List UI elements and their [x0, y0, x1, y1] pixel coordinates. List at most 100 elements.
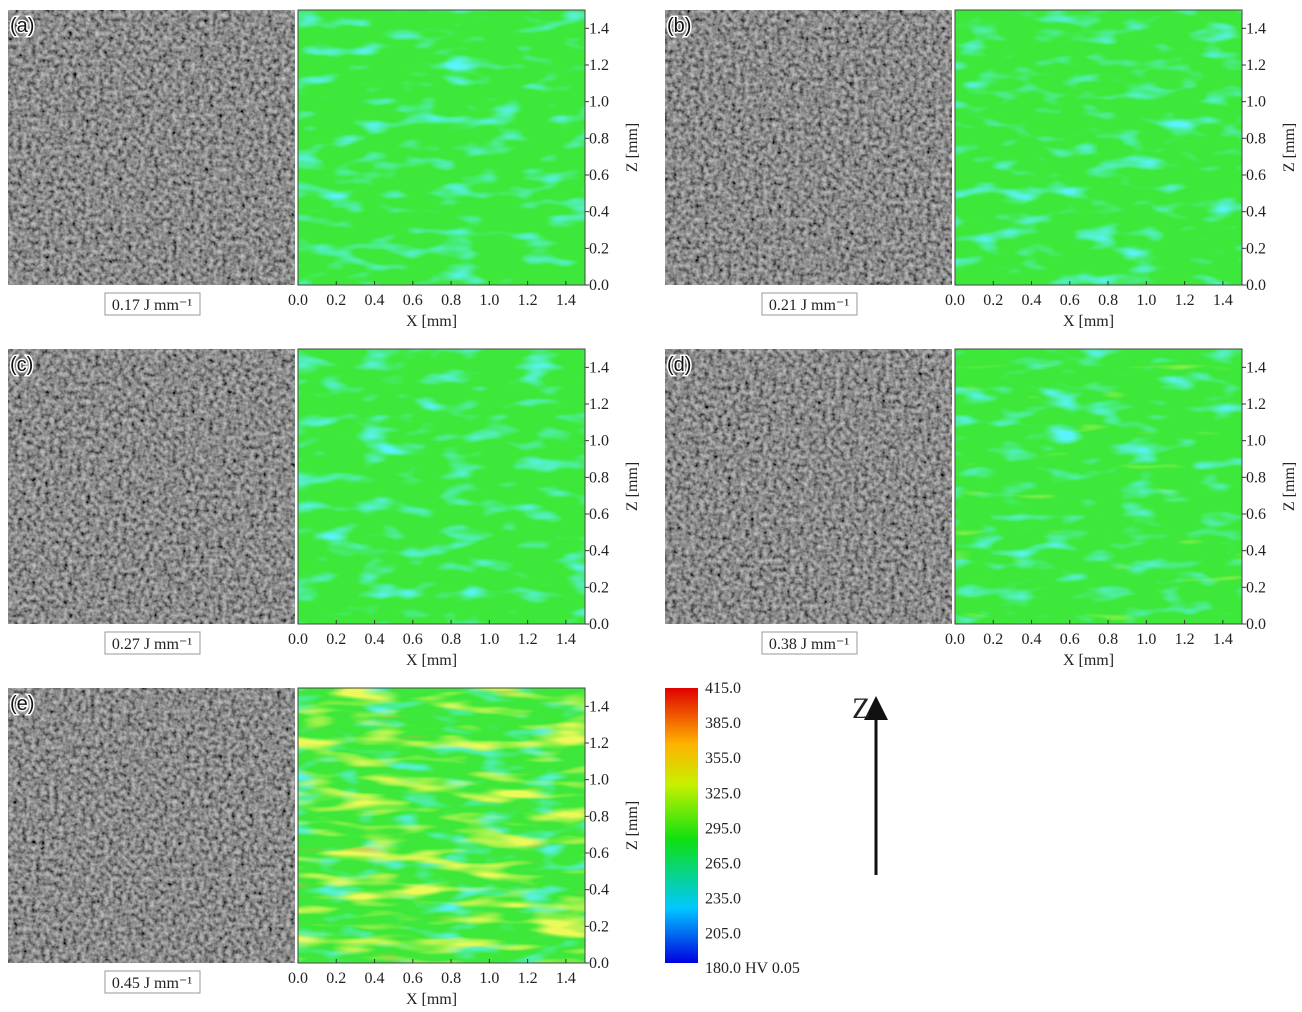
- map-frame: [297, 687, 586, 964]
- z-tick-label: 0.0: [1246, 616, 1266, 633]
- x-tick-label: 0.8: [1098, 631, 1118, 648]
- z-tick-label: 1.0: [589, 94, 609, 111]
- z-axis-label: Z [mm]: [624, 462, 641, 511]
- x-tick-label: 1.4: [556, 292, 576, 309]
- x-tick-label: 1.4: [556, 631, 576, 648]
- hardness-map: [954, 348, 1243, 625]
- x-tick-label: 0.2: [983, 292, 1003, 309]
- x-tick-label: 1.2: [518, 970, 538, 987]
- z-tick-label: 1.4: [1246, 20, 1266, 37]
- x-tick-label: 0.0: [288, 631, 308, 648]
- z-tick-label: 1.0: [589, 433, 609, 450]
- x-tick-label: 0.6: [1060, 292, 1080, 309]
- x-tick-label: 1.0: [479, 631, 499, 648]
- colorbar-tick-label: 385.0: [705, 715, 741, 732]
- energy-label: 0.21 J mm⁻¹: [769, 297, 850, 314]
- x-axis-label: X [mm]: [1063, 652, 1114, 669]
- z-tick-label: 0.2: [1246, 240, 1266, 257]
- z-tick-label: 1.0: [589, 772, 609, 789]
- map-high: [298, 349, 585, 624]
- x-tick-label: 0.6: [1060, 631, 1080, 648]
- x-tick-label: 1.4: [556, 970, 576, 987]
- panel-label: (d): [667, 354, 691, 376]
- z-tick-label: 1.4: [589, 359, 609, 376]
- colorbar-tick-label: 295.0: [705, 820, 741, 837]
- map-frame: [297, 9, 586, 286]
- energy-box: [761, 631, 858, 655]
- x-tick-label: 0.6: [403, 631, 423, 648]
- x-axis-label: X [mm]: [1063, 313, 1114, 330]
- z-tick-label: 0.8: [1246, 130, 1266, 147]
- z-tick-label: 0.2: [1246, 579, 1266, 596]
- micrograph: [8, 349, 295, 624]
- z-tick-label: 1.4: [589, 20, 609, 37]
- z-tick-label: 0.6: [589, 167, 609, 184]
- hardness-map: [297, 9, 586, 286]
- x-tick-label: 0.8: [441, 970, 461, 987]
- colorbar-tick-label: 415.0: [705, 680, 741, 697]
- z-axis-label: Z [mm]: [1281, 123, 1298, 172]
- x-tick-label: 1.0: [479, 970, 499, 987]
- z-tick-label: 0.2: [589, 579, 609, 596]
- x-tick-label: 0.4: [365, 292, 385, 309]
- z-axis-label: Z [mm]: [624, 123, 641, 172]
- z-tick-label: 0.8: [589, 130, 609, 147]
- micrograph: [665, 349, 952, 624]
- map-high: [955, 10, 1242, 285]
- x-tick-label: 0.0: [945, 631, 965, 648]
- z-axis-label: Z [mm]: [624, 801, 641, 850]
- colorbar-tick-label: 325.0: [705, 785, 741, 802]
- x-tick-label: 0.4: [1022, 631, 1042, 648]
- energy-label: 0.45 J mm⁻¹: [112, 975, 193, 992]
- map-peak: [955, 349, 1242, 624]
- z-tick-label: 1.2: [1246, 57, 1266, 74]
- x-tick-label: 0.6: [403, 292, 423, 309]
- x-tick-label: 1.0: [479, 292, 499, 309]
- z-tick-label: 0.8: [1246, 469, 1266, 486]
- energy-box: [104, 970, 201, 994]
- colorbar-tick-label: 205.0: [705, 926, 741, 943]
- z-tick-label: 0.2: [589, 918, 609, 935]
- x-tick-label: 1.0: [1136, 631, 1156, 648]
- z-tick-label: 1.2: [1246, 396, 1266, 413]
- colorbar-tick-label: 265.0: [705, 856, 741, 873]
- panel-label: (e): [10, 693, 34, 715]
- colorbar-tick-label: 355.0: [705, 750, 741, 767]
- energy-label: 0.17 J mm⁻¹: [112, 297, 193, 314]
- z-tick-label: 0.4: [589, 543, 609, 560]
- x-tick-label: 1.2: [518, 631, 538, 648]
- x-tick-label: 0.6: [403, 970, 423, 987]
- energy-box: [104, 292, 201, 316]
- panel-label: (a): [10, 15, 34, 37]
- panel-label: (c): [10, 354, 33, 376]
- energy-box: [761, 292, 858, 316]
- x-axis-label: X [mm]: [406, 313, 457, 330]
- z-tick-label: 1.0: [1246, 433, 1266, 450]
- z-axis-label: Z [mm]: [1281, 462, 1298, 511]
- x-tick-label: 0.0: [288, 292, 308, 309]
- z-tick-label: 0.6: [589, 506, 609, 523]
- z-tick-label: 1.2: [589, 57, 609, 74]
- x-tick-label: 1.2: [1175, 631, 1195, 648]
- x-tick-label: 0.2: [326, 631, 346, 648]
- map-frame: [954, 9, 1243, 286]
- z-tick-label: 1.2: [589, 735, 609, 752]
- z-tick-label: 0.8: [589, 469, 609, 486]
- z-tick-label: 0.8: [589, 808, 609, 825]
- map-frame: [297, 348, 586, 625]
- z-tick-label: 0.6: [1246, 167, 1266, 184]
- z-tick-label: 1.2: [589, 396, 609, 413]
- x-tick-label: 1.2: [518, 292, 538, 309]
- z-tick-label: 0.6: [589, 845, 609, 862]
- x-tick-label: 1.4: [1213, 292, 1233, 309]
- z-tick-label: 1.4: [589, 698, 609, 715]
- z-tick-label: 1.0: [1246, 94, 1266, 111]
- x-tick-label: 0.2: [326, 292, 346, 309]
- z-tick-label: 0.2: [589, 240, 609, 257]
- panel-label: (b): [667, 15, 691, 37]
- map-frame: [954, 348, 1243, 625]
- hardness-map: [297, 348, 586, 625]
- z-tick-label: 0.0: [589, 616, 609, 633]
- x-tick-label: 1.4: [1213, 631, 1233, 648]
- x-tick-label: 0.4: [1022, 292, 1042, 309]
